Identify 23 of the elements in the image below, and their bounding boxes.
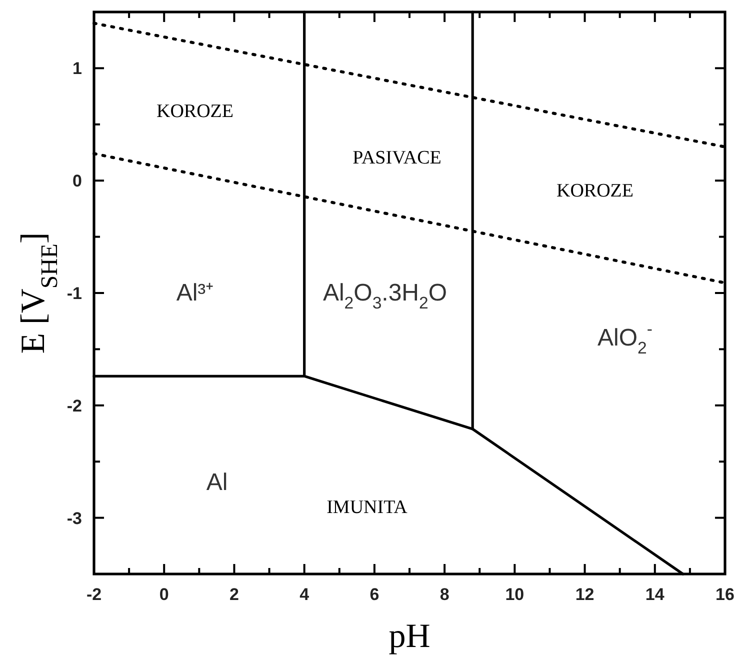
x-tick-label: -2 <box>86 585 102 604</box>
annotation: KOROZE <box>556 181 634 202</box>
x-tick-label: 2 <box>229 585 239 604</box>
annotation: IMUNITA <box>326 497 408 518</box>
x-tick-label: 14 <box>645 585 665 604</box>
annotation: Al$_{2}$O$_{3}$.3H$_{2}$O <box>322 280 448 312</box>
annotation: PASIVACE <box>352 148 442 170</box>
y-tick-label: 0 <box>72 172 82 191</box>
x-tick-label: 10 <box>505 585 524 604</box>
x-tick-label: 16 <box>716 585 734 604</box>
x-axis-title: pH <box>388 618 430 655</box>
x-tick-label: 6 <box>370 585 380 604</box>
x-tick-label: 12 <box>575 585 594 604</box>
annotation: KOROZE <box>156 101 234 122</box>
x-tick-label: 0 <box>159 585 169 604</box>
y-tick-label: -3 <box>66 508 82 528</box>
y-tick-label: -1 <box>66 284 82 303</box>
y-tick-label: -2 <box>66 396 82 416</box>
annotation: Al³⁺ <box>176 280 214 307</box>
y-tick-label: 1 <box>72 59 82 78</box>
x-tick-label: 8 <box>440 585 450 604</box>
x-tick-label: 4 <box>300 585 310 604</box>
annotation: Al <box>206 470 228 497</box>
